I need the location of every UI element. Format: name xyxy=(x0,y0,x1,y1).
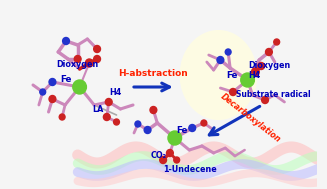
Circle shape xyxy=(266,49,272,56)
Text: LA: LA xyxy=(92,105,104,114)
Circle shape xyxy=(258,63,265,70)
Text: H4: H4 xyxy=(110,88,122,97)
Circle shape xyxy=(144,126,151,133)
Text: CO₂: CO₂ xyxy=(150,151,167,160)
Circle shape xyxy=(189,125,196,132)
Circle shape xyxy=(103,114,110,121)
Circle shape xyxy=(174,157,180,163)
Circle shape xyxy=(59,114,65,120)
Text: H-abstraction: H-abstraction xyxy=(118,69,188,78)
Circle shape xyxy=(63,37,69,44)
Circle shape xyxy=(150,106,157,114)
Circle shape xyxy=(49,78,56,85)
Circle shape xyxy=(73,80,86,94)
Circle shape xyxy=(135,121,141,127)
Text: H4: H4 xyxy=(249,71,261,80)
Ellipse shape xyxy=(180,30,257,120)
Circle shape xyxy=(49,95,56,102)
Circle shape xyxy=(201,120,207,126)
Circle shape xyxy=(225,49,231,55)
Text: Dioxygen: Dioxygen xyxy=(249,61,291,70)
Circle shape xyxy=(217,57,224,64)
Circle shape xyxy=(241,73,254,87)
Text: Dioxygen: Dioxygen xyxy=(56,60,98,69)
Text: Decarboxylation: Decarboxylation xyxy=(219,92,282,144)
Text: Fe: Fe xyxy=(226,71,238,80)
Text: 1-Undecene: 1-Undecene xyxy=(163,165,217,174)
Text: Fe: Fe xyxy=(177,126,188,135)
Circle shape xyxy=(160,156,166,163)
Circle shape xyxy=(85,59,93,67)
Circle shape xyxy=(40,89,46,95)
Circle shape xyxy=(262,97,268,104)
Circle shape xyxy=(274,39,280,45)
Circle shape xyxy=(113,119,119,125)
Circle shape xyxy=(230,88,236,95)
Circle shape xyxy=(105,98,112,105)
Circle shape xyxy=(251,68,259,76)
Circle shape xyxy=(166,149,173,156)
Text: Fe: Fe xyxy=(60,75,72,84)
Circle shape xyxy=(74,56,81,63)
Text: Substrate radical: Substrate radical xyxy=(236,90,311,99)
Circle shape xyxy=(168,131,181,145)
Circle shape xyxy=(94,46,100,53)
Circle shape xyxy=(94,56,100,63)
